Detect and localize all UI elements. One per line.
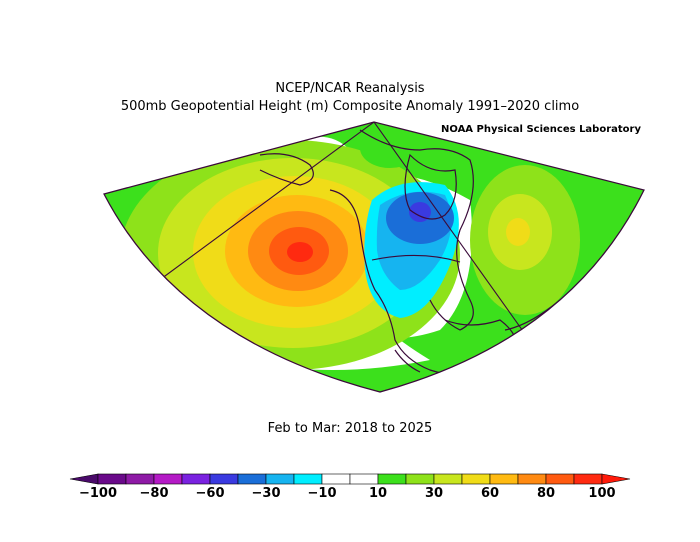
colorbar-swatch bbox=[517, 473, 547, 485]
colorbar-swatch bbox=[349, 473, 379, 485]
colorbar-tick-label: −10 bbox=[307, 486, 337, 501]
colorbar-swatch bbox=[97, 473, 127, 485]
source-credit: NOAA Physical Sciences Laboratory bbox=[440, 124, 641, 135]
alaska-coast bbox=[259, 153, 314, 186]
time-period: Feb to Mar: 2018 to 2025 bbox=[267, 421, 433, 436]
colorbar-tick-label: 60 bbox=[480, 486, 500, 501]
hudson-bay-coast bbox=[404, 153, 457, 220]
colorbar-swatch bbox=[405, 473, 435, 485]
colorbar-swatch bbox=[433, 473, 463, 485]
colorbar-swatch bbox=[125, 473, 155, 485]
colorbar-swatch bbox=[321, 473, 351, 485]
map-title: NCEP/NCAR Reanalysis bbox=[275, 81, 425, 96]
colorbar-tick-label: −60 bbox=[195, 486, 225, 501]
colorbar-tick-label: 30 bbox=[424, 486, 444, 501]
atlantic-ridge-center bbox=[506, 218, 530, 246]
trough-center bbox=[409, 202, 431, 222]
colorbar-tick-label: −80 bbox=[139, 486, 169, 501]
colorbar-swatch bbox=[489, 473, 519, 485]
map-subtitle: 500mb Geopotential Height (m) Composite … bbox=[120, 99, 580, 114]
colorbar-tick-label: −30 bbox=[251, 486, 281, 501]
colorbar-swatch bbox=[153, 473, 183, 485]
graticule bbox=[145, 122, 541, 356]
meridian-east bbox=[373, 122, 541, 356]
colorbar-tick-label: 10 bbox=[368, 486, 388, 501]
central-america-coast bbox=[394, 349, 421, 373]
colorbar-min-arrow bbox=[69, 473, 99, 485]
arctic-anomaly bbox=[360, 128, 420, 168]
north-america-east-coast bbox=[359, 129, 474, 331]
colorbar-swatch bbox=[181, 473, 211, 485]
ridge-center bbox=[287, 242, 313, 262]
colorbar-tick-label: 100 bbox=[588, 486, 616, 501]
colorbar-swatch bbox=[377, 473, 407, 485]
anomaly-map bbox=[103, 121, 645, 393]
colorbar-swatch bbox=[237, 473, 267, 485]
colorbar-tick-label: −100 bbox=[78, 486, 118, 501]
map-domain-outline bbox=[103, 121, 645, 393]
colorbar-max-arrow bbox=[601, 473, 631, 485]
colorbar-swatch bbox=[209, 473, 239, 485]
colorbar-swatch bbox=[573, 473, 603, 485]
colorbar-tick-label: 80 bbox=[536, 486, 556, 501]
colorbar-swatch bbox=[545, 473, 575, 485]
us-border bbox=[371, 254, 461, 263]
colorbar-swatch bbox=[265, 473, 295, 485]
colorbar-swatch bbox=[293, 473, 323, 485]
colorbar-swatch bbox=[461, 473, 491, 485]
meridian-west bbox=[145, 122, 375, 291]
